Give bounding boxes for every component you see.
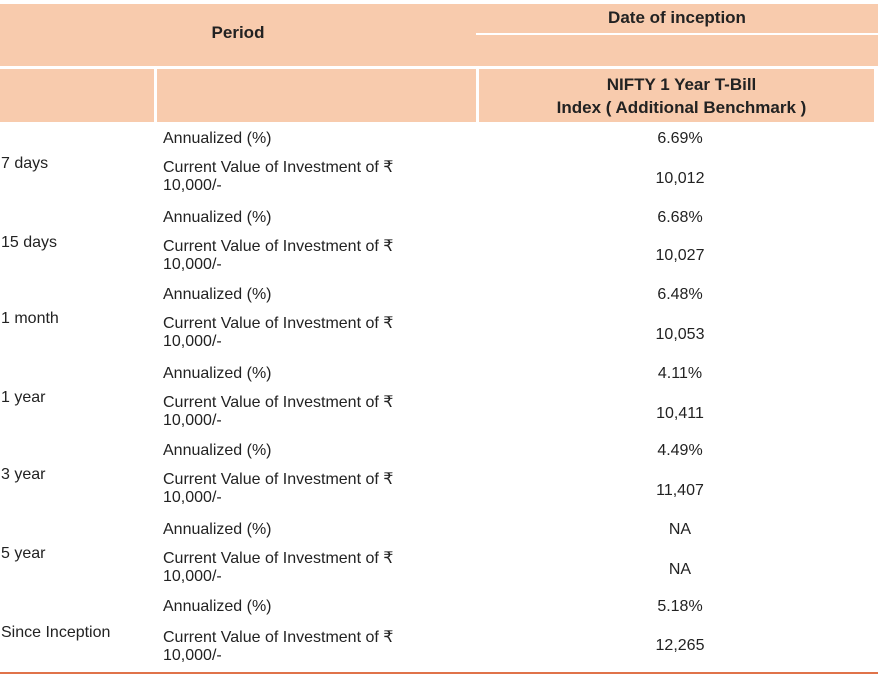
annualized-value: 6.69% bbox=[657, 130, 703, 147]
annualized-value: 5.18% bbox=[657, 598, 703, 615]
current-value-label: Current Value of Investment of ₹10,000/- bbox=[163, 629, 394, 664]
period-header: Period bbox=[211, 23, 265, 42]
period-label: Since Inception bbox=[1, 624, 111, 641]
period-label: 5 year bbox=[1, 545, 46, 562]
current-value-label: Current Value of Investment of ₹10,000/- bbox=[163, 550, 394, 585]
annualized-label: Annualized (%) bbox=[163, 521, 272, 538]
benchmark-header-line-2: Index ( Additional Benchmark ) bbox=[556, 98, 807, 117]
annualized-value: 4.11% bbox=[657, 365, 703, 382]
period-label: 7 days bbox=[1, 155, 49, 172]
annualized-label: Annualized (%) bbox=[163, 286, 272, 303]
current-value: 10,027 bbox=[655, 247, 705, 264]
annualized-label: Annualized (%) bbox=[163, 130, 272, 147]
header-row-2-col-2 bbox=[157, 69, 476, 122]
current-value: 10,012 bbox=[655, 170, 705, 187]
date-of-inception-header: Date of inception bbox=[608, 8, 746, 27]
period-label: 1 month bbox=[1, 310, 59, 327]
period-label: 3 year bbox=[1, 466, 46, 483]
annualized-label: Annualized (%) bbox=[163, 209, 272, 226]
current-value-label: Current Value of Investment of ₹10,000/- bbox=[163, 238, 394, 273]
current-value: 11,407 bbox=[656, 482, 704, 499]
header-white-notch bbox=[0, 0, 104, 4]
current-value: NA bbox=[668, 561, 692, 578]
header-row-separator bbox=[0, 66, 878, 69]
current-value-label: Current Value of Investment of ₹10,000/- bbox=[163, 315, 394, 350]
annualized-value: 6.68% bbox=[657, 209, 703, 226]
current-value: 12,265 bbox=[655, 637, 705, 654]
annualized-label: Annualized (%) bbox=[163, 598, 272, 615]
current-value-label: Current Value of Investment of ₹10,000/- bbox=[163, 159, 394, 194]
table-bottom-rule bbox=[0, 672, 878, 674]
annualized-label: Annualized (%) bbox=[163, 442, 272, 459]
header-row-2-col-3 bbox=[479, 69, 874, 122]
annualized-label: Annualized (%) bbox=[163, 365, 272, 382]
annualized-value: NA bbox=[668, 521, 692, 538]
header-row-2-col-1 bbox=[0, 69, 154, 122]
period-label: 1 year bbox=[1, 389, 46, 406]
current-value: 10,411 bbox=[656, 405, 704, 422]
current-value: 10,053 bbox=[655, 326, 705, 343]
header-row-1 bbox=[0, 4, 878, 66]
benchmark-header-line-1: NIFTY 1 Year T-Bill bbox=[606, 75, 757, 94]
current-value-label: Current Value of Investment of ₹10,000/- bbox=[163, 471, 394, 506]
current-value-label: Current Value of Investment of ₹10,000/- bbox=[163, 394, 394, 429]
header-row-1-divider bbox=[476, 33, 878, 35]
period-label: 15 days bbox=[1, 234, 58, 251]
annualized-value: 6.48% bbox=[657, 286, 703, 303]
annualized-value: 4.49% bbox=[657, 442, 703, 459]
